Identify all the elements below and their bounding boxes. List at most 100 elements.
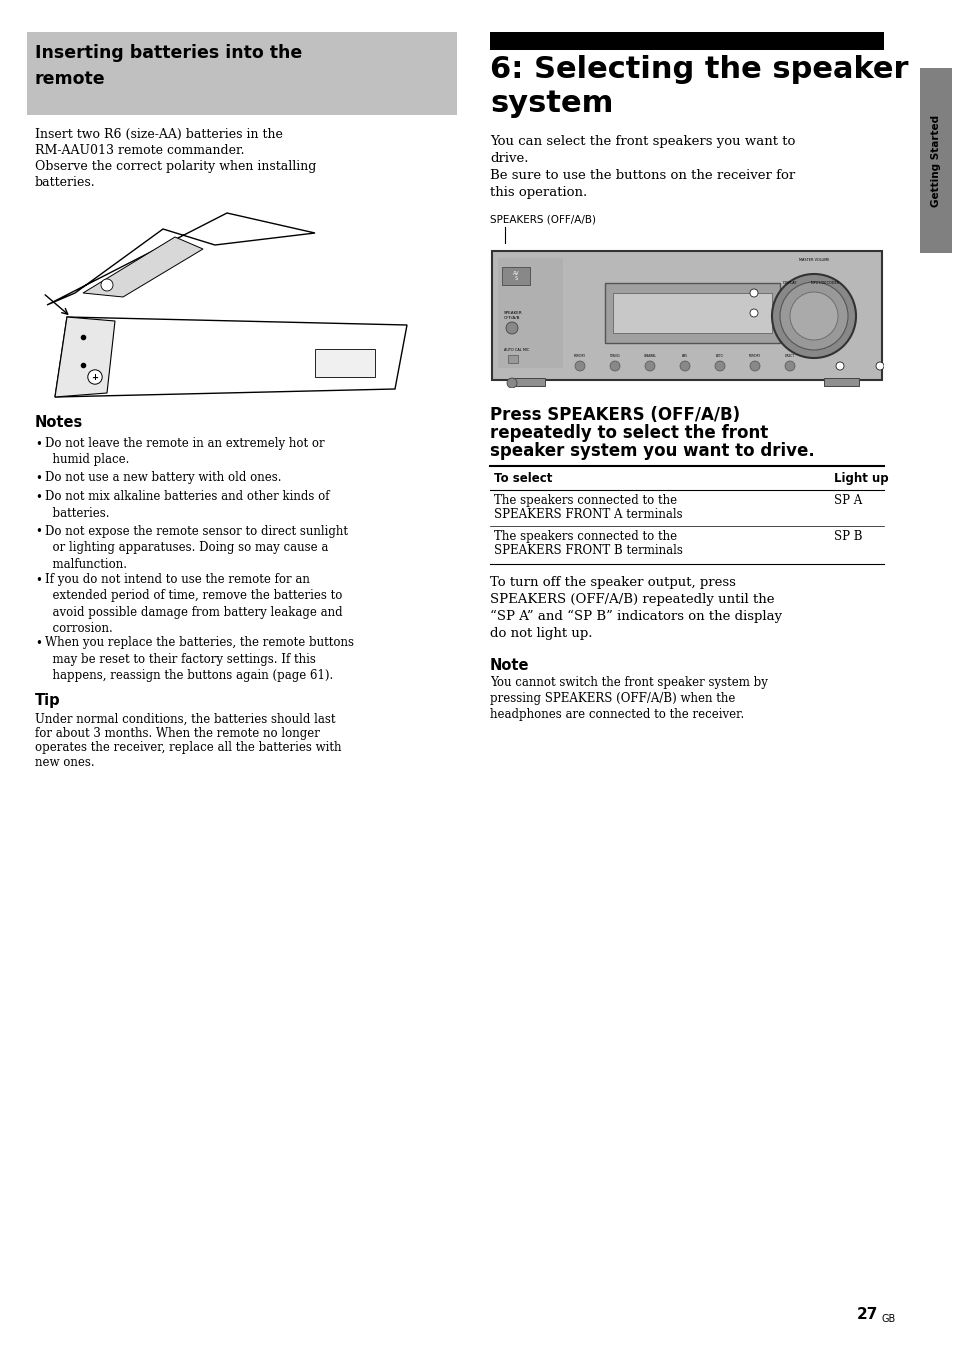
- Bar: [497, 258, 562, 368]
- Bar: [604, 283, 780, 343]
- Bar: [919, 68, 951, 253]
- Text: •: •: [35, 472, 42, 485]
- Text: AUTO: AUTO: [716, 354, 723, 358]
- Text: Inserting batteries into the: Inserting batteries into the: [35, 45, 302, 62]
- Text: To turn off the speaker output, press: To turn off the speaker output, press: [490, 576, 735, 589]
- Text: Press SPEAKERS (OFF/A/B): Press SPEAKERS (OFF/A/B): [490, 406, 740, 425]
- Text: The speakers connected to the: The speakers connected to the: [494, 530, 677, 544]
- Circle shape: [101, 279, 112, 291]
- Circle shape: [784, 361, 794, 370]
- Text: Under normal conditions, the batteries should last: Under normal conditions, the batteries s…: [35, 713, 335, 726]
- Bar: [27, 32, 456, 115]
- Bar: [507, 356, 517, 362]
- Text: AUTO CAL MIC: AUTO CAL MIC: [503, 347, 529, 352]
- Text: TUNING: TUNING: [609, 354, 619, 358]
- Polygon shape: [47, 214, 314, 306]
- Text: system: system: [490, 89, 613, 118]
- Text: Do not leave the remote in an extremely hot or
  humid place.: Do not leave the remote in an extremely …: [45, 437, 324, 466]
- Text: SPEAKERS FRONT B terminals: SPEAKERS FRONT B terminals: [494, 544, 682, 557]
- Bar: [784, 314, 804, 324]
- Text: 27: 27: [856, 1307, 877, 1322]
- Bar: [823, 379, 858, 387]
- Text: RM-AAU013 remote commander.: RM-AAU013 remote commander.: [35, 145, 244, 157]
- Text: DISPLAY: DISPLAY: [781, 281, 797, 285]
- Text: SP A: SP A: [833, 493, 862, 507]
- Text: GB: GB: [882, 1314, 895, 1324]
- Text: AMS: AMS: [681, 354, 687, 358]
- Text: 6: Selecting the speaker: 6: Selecting the speaker: [490, 55, 907, 84]
- Circle shape: [609, 361, 619, 370]
- Bar: [314, 349, 375, 377]
- Text: Do not use a new battery with old ones.: Do not use a new battery with old ones.: [45, 470, 281, 484]
- Text: Be sure to use the buttons on the receiver for: Be sure to use the buttons on the receiv…: [490, 169, 795, 183]
- Text: If you do not intend to use the remote for an
  extended period of time, remove : If you do not intend to use the remote f…: [45, 573, 342, 635]
- Circle shape: [771, 274, 855, 358]
- Bar: [510, 379, 544, 387]
- Circle shape: [789, 292, 837, 339]
- Text: INPUT/DECODER: INPUT/DECODER: [809, 281, 839, 285]
- Text: Insert two R6 (size-AA) batteries in the: Insert two R6 (size-AA) batteries in the: [35, 128, 283, 141]
- Text: •: •: [35, 526, 42, 538]
- Text: MASTER VOLUME: MASTER VOLUME: [798, 258, 828, 262]
- Circle shape: [714, 361, 724, 370]
- Circle shape: [575, 361, 584, 370]
- Circle shape: [749, 361, 760, 370]
- Bar: [492, 251, 882, 380]
- Text: •: •: [35, 575, 42, 587]
- Circle shape: [749, 289, 758, 297]
- Text: Notes: Notes: [35, 415, 83, 430]
- Text: Do not expose the remote sensor to direct sunlight
  or lighting apparatuses. Do: Do not expose the remote sensor to direc…: [45, 525, 348, 571]
- Text: for about 3 months. When the remote no longer: for about 3 months. When the remote no l…: [35, 727, 319, 740]
- Circle shape: [88, 370, 102, 384]
- Text: Observe the correct polarity when installing: Observe the correct polarity when instal…: [35, 160, 316, 173]
- Polygon shape: [55, 316, 407, 397]
- Text: SP B: SP B: [833, 530, 862, 544]
- Circle shape: [785, 293, 793, 301]
- Text: Light up: Light up: [833, 472, 887, 485]
- Circle shape: [644, 361, 655, 370]
- Text: headphones are connected to the receiver.: headphones are connected to the receiver…: [490, 708, 743, 721]
- Text: SPEAKERS FRONT A terminals: SPEAKERS FRONT A terminals: [494, 508, 682, 521]
- Text: SPEAKERS (OFF/A/B) repeatedly until the: SPEAKERS (OFF/A/B) repeatedly until the: [490, 594, 774, 606]
- Text: To select: To select: [494, 472, 552, 485]
- Text: DIRECT: DIRECT: [784, 354, 794, 358]
- Text: operates the receiver, replace all the batteries with: operates the receiver, replace all the b…: [35, 741, 341, 754]
- Text: +: +: [91, 373, 98, 381]
- Text: “SP A” and “SP B” indicators on the display: “SP A” and “SP B” indicators on the disp…: [490, 610, 781, 623]
- Text: MEMORY: MEMORY: [574, 354, 585, 358]
- Text: You cannot switch the front speaker system by: You cannot switch the front speaker syst…: [490, 676, 767, 690]
- Text: drive.: drive.: [490, 151, 528, 165]
- Text: remote: remote: [35, 70, 106, 88]
- Circle shape: [780, 283, 847, 350]
- Text: repeatedly to select the front: repeatedly to select the front: [490, 425, 767, 442]
- Text: The speakers connected to the: The speakers connected to the: [494, 493, 677, 507]
- Bar: [490, 32, 883, 50]
- Text: Do not mix alkaline batteries and other kinds of
  batteries.: Do not mix alkaline batteries and other …: [45, 491, 329, 521]
- Text: •: •: [35, 438, 42, 452]
- Text: speaker system you want to drive.: speaker system you want to drive.: [490, 442, 814, 460]
- Circle shape: [679, 361, 689, 370]
- Circle shape: [875, 362, 883, 370]
- Polygon shape: [83, 237, 203, 297]
- Bar: [501, 266, 530, 285]
- Text: You can select the front speakers you want to: You can select the front speakers you wa…: [490, 135, 795, 147]
- Text: SPEAKERS (OFF/A/B): SPEAKERS (OFF/A/B): [490, 215, 596, 224]
- Text: When you replace the batteries, the remote buttons
  may be reset to their facto: When you replace the batteries, the remo…: [45, 635, 354, 681]
- Bar: [613, 293, 771, 333]
- Text: Note: Note: [490, 658, 529, 673]
- Polygon shape: [55, 316, 115, 397]
- Circle shape: [749, 310, 758, 316]
- Circle shape: [835, 362, 843, 370]
- Text: Tip: Tip: [35, 692, 61, 707]
- Text: AV
S: AV S: [512, 270, 518, 281]
- Text: pressing SPEAKERS (OFF/A/B) when the: pressing SPEAKERS (OFF/A/B) when the: [490, 692, 735, 704]
- Text: new ones.: new ones.: [35, 756, 94, 769]
- Circle shape: [821, 293, 828, 301]
- Text: MEMORY: MEMORY: [748, 354, 760, 358]
- Text: Getting Started: Getting Started: [930, 115, 940, 207]
- Text: batteries.: batteries.: [35, 176, 95, 189]
- Circle shape: [505, 322, 517, 334]
- Text: •: •: [35, 492, 42, 504]
- Text: CHANNEL: CHANNEL: [643, 354, 656, 358]
- Circle shape: [506, 379, 517, 388]
